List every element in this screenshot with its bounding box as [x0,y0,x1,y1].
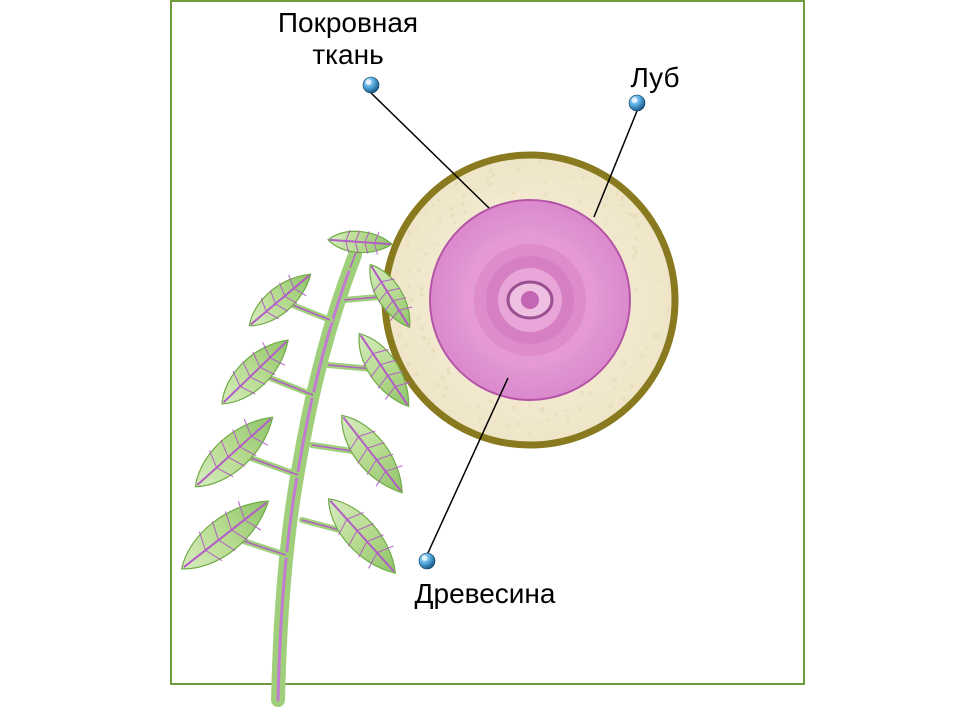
label-bast: Луб [595,62,715,94]
label-cover-tissue: Покровная ткань [238,7,458,71]
diagram-stage: Покровная ткань Луб Древесина [0,0,960,720]
label-wood: Древесина [375,578,595,610]
